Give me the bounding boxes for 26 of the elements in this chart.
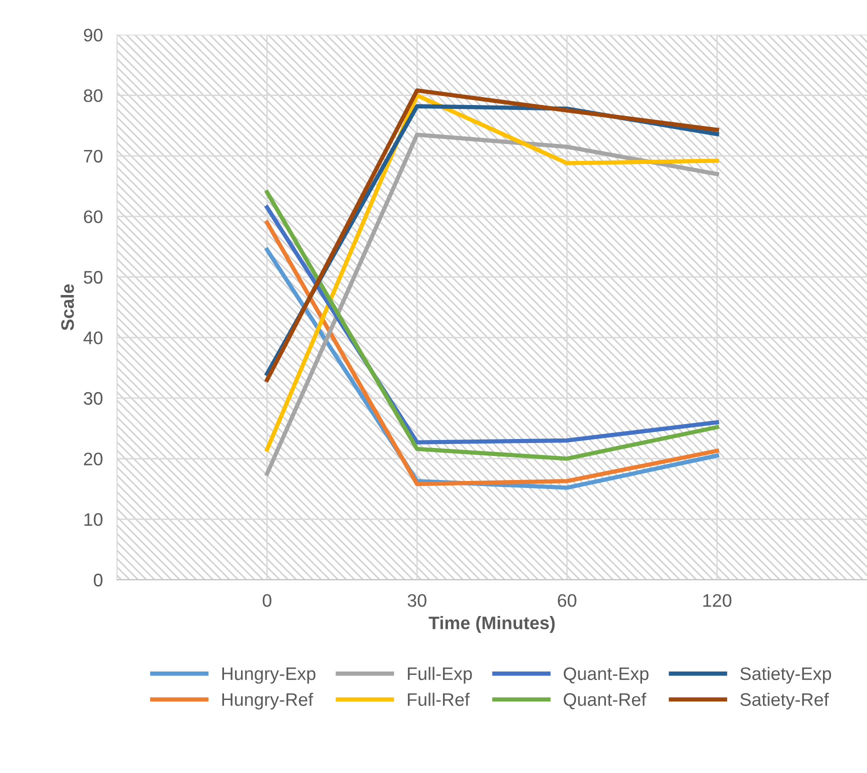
y-tick-label: 30 [84, 392, 102, 405]
legend-label: Satiety-Exp [740, 666, 832, 684]
y-tick-label: 0 [94, 574, 102, 586]
y-tick-label: 50 [84, 270, 102, 284]
line-series [264, 93, 720, 452]
y-axis-title: Scale [60, 284, 74, 330]
legend-label: Quant-Exp [564, 667, 648, 684]
legend-label: Quant-Ref [564, 692, 646, 710]
x-tick-label: 30 [408, 594, 426, 607]
x-tick-label: 120 [703, 594, 732, 607]
legend-label: Hungry-Ref [222, 692, 314, 710]
y-tick-label: 80 [84, 89, 102, 102]
legend-label: Full-Ref [408, 692, 470, 706]
y-tick-label: 40 [83, 331, 102, 344]
y-tick-label: 60 [84, 210, 102, 224]
legend-label: Hungry-Exp [222, 668, 316, 684]
x-axis-title: Time (Minutes) [428, 616, 555, 633]
x-tick-label: 60 [558, 594, 576, 607]
x-tick-label: 0 [262, 594, 272, 607]
y-tick-label: 10 [84, 513, 102, 526]
legend-label: Satiety-Ref [740, 692, 829, 710]
legend-label: Full-Exp [408, 666, 472, 684]
y-tick-label: 70 [84, 150, 102, 163]
line-series [264, 132, 720, 476]
y-tick-label: 20 [84, 452, 102, 466]
y-tick-label: 90 [84, 28, 102, 42]
